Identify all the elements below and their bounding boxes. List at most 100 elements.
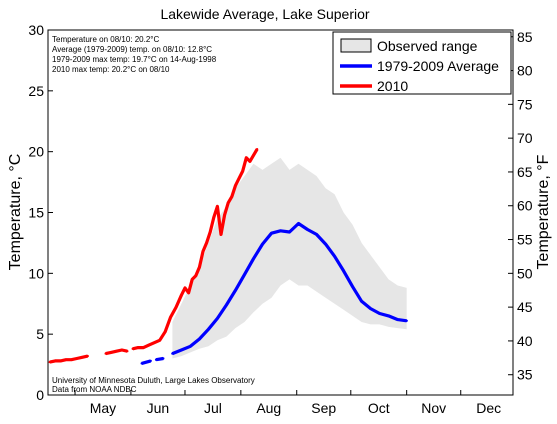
data-point-1979-2009-average — [234, 289, 237, 292]
data-point-1979-2009-average — [140, 362, 143, 365]
credit-line: Data from NOAA NDBC — [52, 385, 137, 394]
data-point-2010 — [169, 315, 172, 319]
credit-text-block: University of Minnesota Duluth, Large La… — [52, 376, 255, 394]
data-point-2010 — [187, 291, 190, 294]
data-point-2010 — [180, 294, 183, 297]
data-point-1979-2009-average — [261, 242, 264, 246]
data-point-2010 — [48, 360, 51, 364]
data-point-2010 — [147, 343, 151, 347]
data-point-1979-2009-average — [342, 269, 345, 273]
data-point-2010 — [131, 347, 134, 350]
y-tick-label-right: 50 — [517, 265, 533, 281]
data-point-1979-2009-average — [154, 358, 158, 361]
info-line: Temperature on 08/10: 20.2°C — [52, 35, 159, 44]
data-point-2010 — [212, 216, 215, 219]
data-point-2010 — [183, 286, 187, 290]
legend-label-observed-range: Observed range — [377, 38, 478, 54]
y-tick-label-right: 55 — [517, 232, 533, 248]
axis-layer: 0 5 10 15 20 25 30 35 40 45 50 55 60 65 70 75 80 85 May Jun… — [28, 22, 532, 416]
data-point-1979-2009-average — [360, 300, 363, 303]
data-point-1979-2009-average — [324, 242, 327, 246]
legend-items: Observed range 1979-2009 Average 2010 — [340, 38, 499, 94]
data-point-1979-2009-average — [369, 307, 372, 310]
data-point-2010 — [223, 213, 226, 217]
data-point-2010 — [252, 154, 255, 157]
data-point-1979-2009-average — [216, 317, 219, 320]
data-point-1979-2009-average — [198, 337, 201, 341]
series-line-1979-2009-average-segment-0 — [141, 359, 152, 365]
y-tick-label-right: 40 — [517, 333, 533, 349]
data-point-2010 — [191, 278, 194, 281]
series-line-1979-2009-average-segment-1 — [155, 356, 164, 362]
data-point-2010 — [241, 169, 244, 173]
data-point-1979-2009-average — [333, 255, 336, 258]
legend-label-2010: 2010 — [377, 78, 408, 94]
info-line: 1979-2009 max temp: 19.7°C on 14-Aug-199… — [52, 55, 217, 64]
data-point-1979-2009-average — [315, 233, 318, 236]
credit-line: University of Minnesota Duluth, Large La… — [52, 376, 255, 385]
series-1979-2009-average — [140, 221, 408, 365]
data-point-2010 — [164, 330, 167, 333]
data-point-2010 — [205, 241, 208, 245]
data-point-2010 — [198, 266, 201, 269]
data-point-1979-2009-average — [378, 312, 381, 315]
y-tick-label-right: 60 — [517, 198, 533, 214]
y-axis-label-left: Temperature, °C — [7, 154, 24, 271]
data-point-1979-2009-average — [207, 328, 210, 331]
data-point-1979-2009-average — [279, 229, 282, 232]
y-tick-label-right: 65 — [517, 164, 533, 180]
data-point-2010 — [245, 156, 248, 159]
x-tick-label: Aug — [256, 400, 281, 416]
info-line: Average (1979-2009) temp. on 08/10: 12.8… — [52, 45, 212, 54]
series-layer — [48, 148, 408, 365]
data-point-2010 — [194, 274, 197, 277]
data-point-1979-2009-average — [288, 230, 291, 234]
y-tick-label-right: 70 — [517, 130, 533, 146]
x-tick-label: Nov — [421, 400, 446, 416]
x-tick-label: Sep — [311, 400, 336, 416]
data-point-1979-2009-average — [180, 348, 183, 352]
data-point-1979-2009-average — [396, 318, 399, 321]
data-point-2010 — [115, 350, 118, 353]
legend: Observed range 1979-2009 Average 2010 — [332, 31, 512, 95]
data-point-2010 — [81, 356, 84, 359]
x-tick-label: Dec — [476, 400, 501, 416]
y-tick-label-left: 0 — [36, 387, 44, 403]
data-point-2010 — [174, 306, 178, 309]
data-point-2010 — [248, 160, 252, 163]
data-point-2010 — [75, 357, 79, 360]
data-point-1979-2009-average — [252, 257, 255, 260]
data-point-2010 — [54, 359, 57, 363]
y-tick-label-right: 35 — [517, 367, 533, 383]
series-2010 — [48, 148, 259, 364]
data-point-1979-2009-average — [270, 232, 273, 235]
y-tick-label-left: 5 — [36, 326, 44, 342]
data-point-1979-2009-average — [243, 273, 246, 276]
y-tick-label-left: 25 — [28, 83, 44, 99]
y-tick-label-right: 45 — [517, 299, 533, 315]
y-tick-label-right: 85 — [517, 29, 533, 45]
data-point-1979-2009-average — [225, 303, 228, 307]
data-point-2010 — [109, 351, 113, 354]
data-point-2010 — [216, 205, 219, 208]
y-axis-label-right: Temperature, °F — [535, 154, 552, 269]
observed-range-area — [172, 157, 407, 359]
data-point-1979-2009-average — [149, 359, 152, 363]
data-point-2010 — [142, 346, 145, 349]
data-point-2010 — [59, 359, 62, 363]
data-point-2010 — [153, 341, 156, 344]
data-point-2010 — [64, 358, 68, 361]
data-point-2010 — [158, 339, 161, 342]
chart-title: Lakewide Average, Lake Superior — [160, 6, 369, 22]
y-tick-label-right: 75 — [517, 96, 533, 112]
data-point-1979-2009-average — [405, 319, 408, 322]
data-point-2010 — [255, 148, 259, 151]
data-point-2010 — [70, 358, 73, 361]
x-tick-label: May — [90, 400, 116, 416]
y-tick-label-right: 80 — [517, 63, 533, 79]
y-tick-label-left: 15 — [28, 205, 44, 221]
data-point-2010 — [201, 250, 205, 253]
data-point-2010 — [230, 195, 233, 198]
